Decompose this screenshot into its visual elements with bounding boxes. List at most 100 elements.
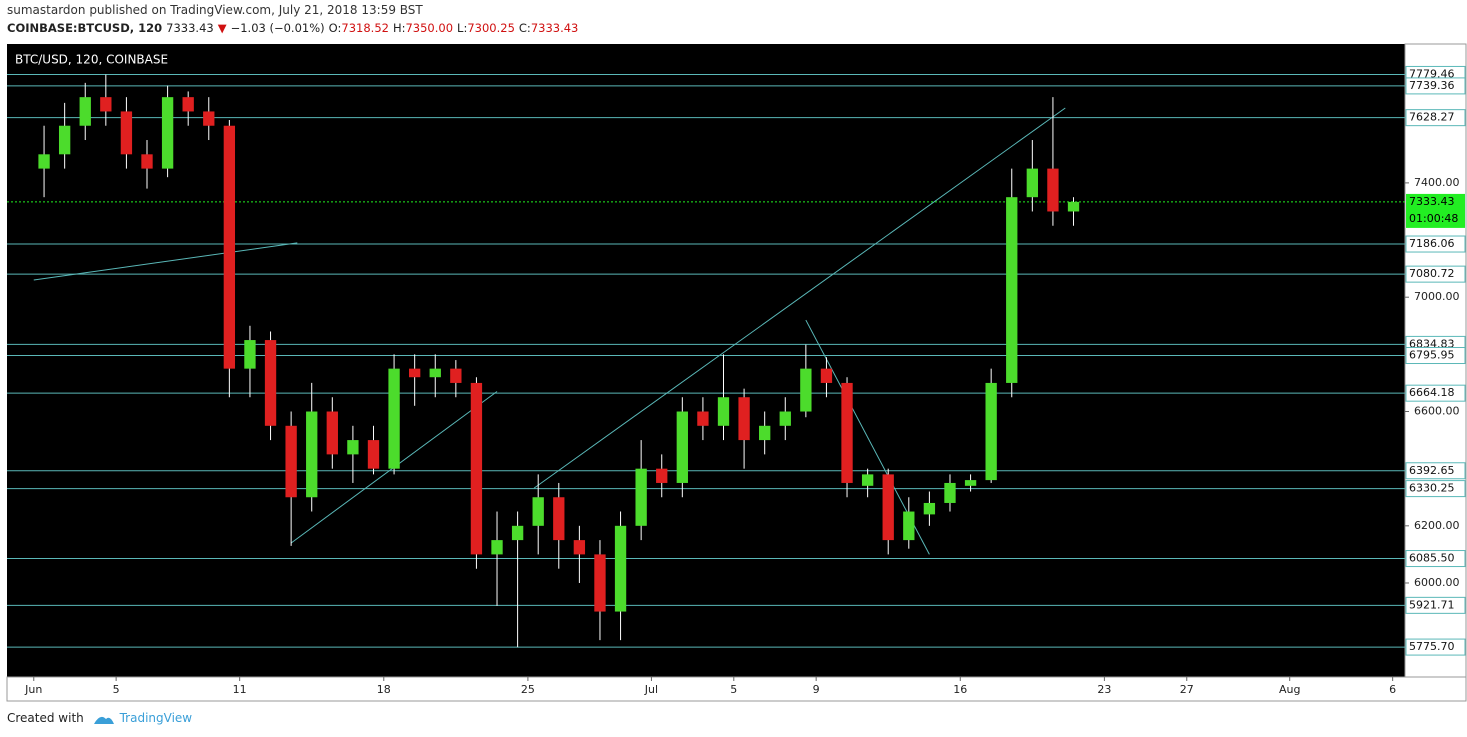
level-label: 6330.25 [1409, 482, 1455, 495]
candle-body [38, 154, 50, 169]
candle-body [182, 97, 194, 112]
candle-body [285, 425, 297, 498]
x-tick-label: 11 [233, 683, 247, 696]
candle-body [264, 340, 277, 426]
last-price-label: 7333.43 [1409, 195, 1455, 208]
candle-body [491, 540, 503, 555]
ohlc-label: C: [518, 21, 531, 35]
y-tick-label: 6600.00 [1414, 405, 1460, 418]
chart: BTC/USD, 120, COINBASE 7400.007000.00660… [6, 43, 1467, 702]
level-label-box [1405, 462, 1466, 480]
level-label: 7186.06 [1409, 237, 1455, 250]
level-label-box [1405, 638, 1466, 656]
plot-bg [7, 44, 1405, 677]
ohlc-value: 7318.52 [341, 21, 389, 35]
candle-body [964, 480, 977, 486]
plot [7, 73, 1405, 648]
trend-line [533, 107, 1066, 489]
x-tick-label: 18 [377, 683, 391, 696]
candle-body [203, 111, 215, 126]
candle-body [820, 368, 833, 383]
last-price-box [1406, 193, 1465, 228]
level-label: 6664.18 [1409, 386, 1455, 399]
level-label: 6392.65 [1409, 464, 1455, 477]
candle-body [306, 411, 318, 498]
candle-body [656, 468, 668, 483]
level-label-box [1405, 550, 1466, 568]
level-label: 7628.27 [1409, 111, 1455, 124]
byline-text: sumastardon published on TradingView.com… [7, 3, 423, 17]
time-axis [6, 676, 1467, 702]
candle-body [903, 511, 915, 541]
candle-body [429, 368, 441, 378]
candle-body [800, 368, 812, 412]
ohlc-label: H: [392, 21, 406, 35]
level-label-box [1405, 384, 1466, 402]
candle-body [223, 125, 236, 369]
x-tick-label: Jul [644, 683, 658, 696]
level-label-box [1405, 109, 1466, 127]
level-label: 5775.70 [1409, 640, 1455, 653]
candle-body [470, 382, 483, 555]
arrow: ▼ [217, 21, 227, 35]
x-tick-label: 5 [113, 683, 120, 696]
level-label-box [1405, 235, 1466, 253]
candle-body [841, 382, 853, 483]
symbol-line: COINBASE:BTCUSD, 120 7333.43 ▼ −1.03 (−0… [7, 21, 582, 35]
candle-body [450, 368, 462, 383]
level-label-box [1405, 596, 1466, 614]
candle-body [594, 554, 606, 612]
x-tick-label: 5 [730, 683, 737, 696]
candle-body [882, 474, 894, 541]
x-tick-label: Aug [1279, 683, 1300, 696]
y-tick-label: 7000.00 [1414, 290, 1460, 303]
candle-body [532, 497, 544, 526]
candle-body [573, 540, 586, 555]
candle-body [676, 411, 688, 483]
ohlc: O:7318.52 H:7350.00 L:7300.25 C:7333.43 [329, 21, 583, 35]
candle-body [738, 397, 750, 441]
candle-body [553, 497, 565, 541]
candle-body [923, 502, 936, 515]
last: 7333.43 [166, 21, 214, 35]
y-tick-label: 6000.00 [1414, 576, 1460, 589]
x-tick-label: 9 [813, 683, 820, 696]
footer: Created with TradingView [7, 711, 192, 725]
level-label: 5921.71 [1409, 598, 1455, 611]
level-label-box [1405, 265, 1466, 283]
candle-body [635, 468, 647, 526]
candle-body [388, 368, 400, 469]
candle-body [779, 411, 791, 426]
candle-body [141, 154, 153, 169]
level-label: 7080.72 [1409, 267, 1455, 280]
candle-body [120, 111, 133, 155]
level-label: 7779.46 [1409, 67, 1455, 80]
change: −1.03 (−0.01%) [230, 21, 325, 35]
candle-body [759, 425, 771, 441]
level-label-box [1405, 347, 1466, 365]
candle-body [244, 340, 256, 369]
candle-body [409, 368, 421, 378]
level-label: 6795.95 [1409, 349, 1455, 362]
symbol: COINBASE:BTCUSD, 120 [7, 21, 163, 35]
candle-body [1006, 197, 1018, 383]
y-tick-label: 7400.00 [1414, 176, 1460, 189]
candle-body [1067, 201, 1080, 212]
level-label: 7739.36 [1409, 79, 1455, 92]
ohlc-value: 7333.43 [530, 21, 579, 35]
candle-body [347, 440, 359, 455]
ohlc-label: O: [328, 21, 342, 35]
level-label-box [1405, 77, 1466, 95]
candle-body [161, 97, 174, 169]
candle-body [511, 525, 524, 541]
candle-body [614, 525, 627, 612]
x-tick-label: 6 [1389, 683, 1396, 696]
logo [93, 716, 114, 724]
ohlc-label: L: [457, 21, 468, 35]
candle-body [367, 440, 380, 469]
candle-body [861, 474, 874, 486]
y-tick-label: 6200.00 [1414, 519, 1460, 532]
x-tick-label: 16 [953, 683, 967, 696]
ohlc-value: 7300.25 [467, 21, 515, 35]
